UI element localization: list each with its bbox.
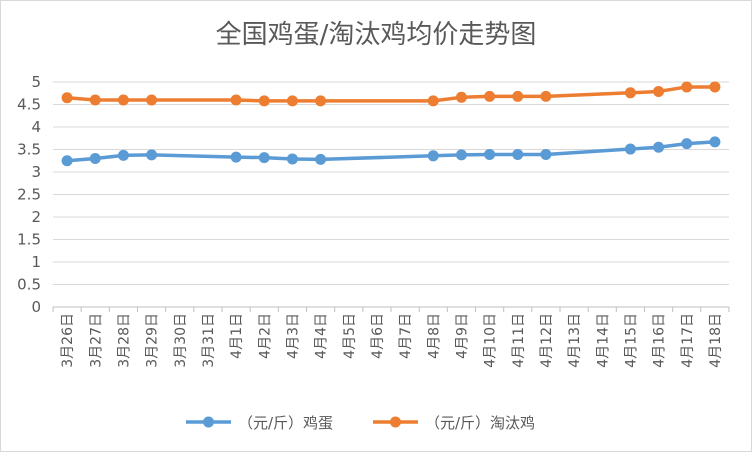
data-point (315, 153, 327, 165)
x-tick-label: 3月31日 (201, 313, 217, 368)
y-tick-label: 5 (31, 73, 41, 91)
y-tick-label: 1 (31, 253, 41, 271)
data-point (230, 94, 242, 106)
y-tick-label: 2 (31, 208, 41, 226)
x-tick-label: 4月3日 (285, 313, 301, 359)
y-tick-label: 3 (31, 163, 41, 181)
data-point (484, 148, 496, 160)
x-tick-label: 4月8日 (426, 313, 442, 359)
data-point (624, 87, 636, 99)
data-point (484, 90, 496, 102)
x-tick-label: 4月7日 (398, 313, 414, 359)
data-point (540, 90, 552, 102)
data-point (286, 153, 298, 165)
data-point (117, 149, 129, 161)
data-point (61, 92, 73, 104)
data-point (146, 149, 158, 161)
x-tick-label: 4月6日 (370, 313, 386, 359)
y-tick-label: 3.5 (17, 141, 41, 159)
x-tick-label: 4月18日 (708, 313, 724, 368)
data-point (653, 85, 665, 97)
x-tick-label: 4月17日 (680, 313, 696, 368)
data-point (512, 90, 524, 102)
data-point (315, 95, 327, 107)
legend-swatch-marker (390, 416, 401, 428)
y-tick-label: 1.5 (17, 231, 41, 249)
y-tick-label: 4 (31, 118, 41, 136)
x-tick-label: 4月16日 (652, 313, 668, 368)
legend-label: （元/斤）鸡蛋 (238, 414, 333, 432)
data-point (258, 152, 270, 164)
x-tick-label: 3月30日 (173, 313, 189, 368)
y-tick-label: 2.5 (17, 186, 41, 204)
data-point (709, 81, 721, 93)
data-point (427, 150, 439, 162)
series-line-1 (66, 85, 715, 103)
data-point (709, 136, 721, 148)
chart-title: 全国鸡蛋/淘汰鸡均价走势图 (216, 20, 537, 50)
data-point (540, 148, 552, 160)
data-point (146, 94, 158, 106)
x-tick-label: 3月27日 (88, 313, 104, 368)
y-axis-ticks: 0 0.5 1 1.5 2 2.5 3 3.5 4 4.5 5 (17, 73, 41, 316)
x-tick-label: 4月1日 (229, 313, 245, 359)
y-tick-label: 4.5 (17, 96, 41, 114)
x-axis-ticks: 3月26日 3月27日 3月28日 3月29日 3月30日 3月31日 4月1日 4月2日 4月… (52, 307, 730, 368)
series-lines (61, 81, 721, 167)
x-tick-label: 4月4日 (314, 313, 330, 359)
data-point (653, 141, 665, 153)
data-point (117, 94, 129, 106)
data-point (681, 81, 693, 93)
x-tick-label: 4月15日 (623, 313, 639, 368)
data-point (89, 94, 101, 106)
x-tick-label: 4月9日 (454, 313, 470, 359)
y-tick-label: 0.5 (17, 276, 41, 294)
x-tick-label: 4月14日 (595, 313, 611, 368)
legend: （元/斤）鸡蛋 （元/斤）淘汰鸡 (186, 414, 535, 432)
x-tick-label: 4月12日 (539, 313, 555, 368)
x-tick-label: 4月10日 (483, 313, 499, 368)
data-point (427, 95, 439, 107)
data-point (512, 148, 524, 160)
x-tick-label: 4月11日 (511, 313, 527, 368)
data-point (681, 138, 693, 150)
data-point (61, 155, 73, 167)
legend-swatch-marker (203, 416, 214, 428)
x-tick-label: 3月29日 (145, 313, 161, 368)
data-point (286, 95, 298, 107)
x-tick-label: 4月13日 (567, 313, 583, 368)
data-point (455, 149, 467, 161)
y-tick-label: 0 (31, 298, 41, 316)
data-point (455, 91, 467, 103)
series-line-0 (66, 140, 716, 163)
x-tick-label: 4月5日 (342, 313, 358, 359)
data-point (230, 151, 242, 163)
x-tick-label: 3月26日 (60, 313, 76, 368)
data-point (89, 153, 101, 164)
x-tick-label: 3月28日 (116, 313, 132, 368)
data-point (624, 143, 636, 155)
x-tick-label: 4月2日 (257, 313, 273, 359)
data-point (258, 95, 270, 107)
gridlines (53, 81, 729, 308)
legend-label: （元/斤）淘汰鸡 (425, 414, 535, 432)
